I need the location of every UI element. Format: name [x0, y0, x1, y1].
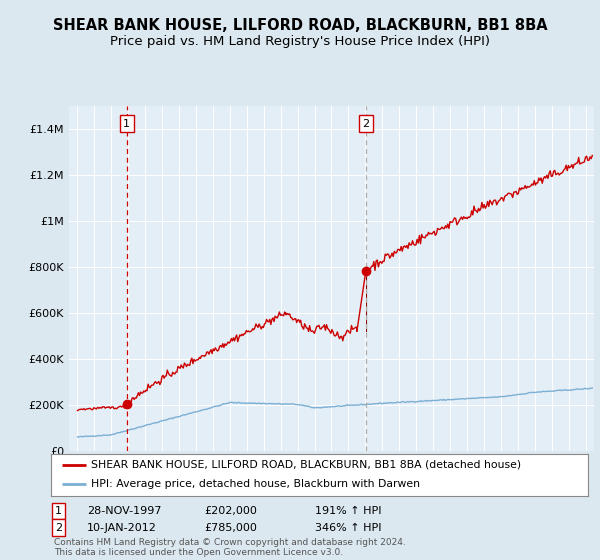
Text: 191% ↑ HPI: 191% ↑ HPI	[315, 506, 382, 516]
Text: Price paid vs. HM Land Registry's House Price Index (HPI): Price paid vs. HM Land Registry's House …	[110, 35, 490, 49]
Text: SHEAR BANK HOUSE, LILFORD ROAD, BLACKBURN, BB1 8BA: SHEAR BANK HOUSE, LILFORD ROAD, BLACKBUR…	[53, 18, 547, 32]
Text: 10-JAN-2012: 10-JAN-2012	[87, 522, 157, 533]
Text: 1: 1	[55, 506, 62, 516]
Text: HPI: Average price, detached house, Blackburn with Darwen: HPI: Average price, detached house, Blac…	[91, 479, 420, 489]
Text: 346% ↑ HPI: 346% ↑ HPI	[315, 522, 382, 533]
Text: £202,000: £202,000	[204, 506, 257, 516]
Text: 1: 1	[123, 119, 130, 129]
Text: 28-NOV-1997: 28-NOV-1997	[87, 506, 161, 516]
Text: 2: 2	[362, 119, 370, 129]
Text: £785,000: £785,000	[204, 522, 257, 533]
Text: 2: 2	[55, 522, 62, 533]
Text: Contains HM Land Registry data © Crown copyright and database right 2024.
This d: Contains HM Land Registry data © Crown c…	[54, 538, 406, 557]
Text: SHEAR BANK HOUSE, LILFORD ROAD, BLACKBURN, BB1 8BA (detached house): SHEAR BANK HOUSE, LILFORD ROAD, BLACKBUR…	[91, 460, 521, 470]
